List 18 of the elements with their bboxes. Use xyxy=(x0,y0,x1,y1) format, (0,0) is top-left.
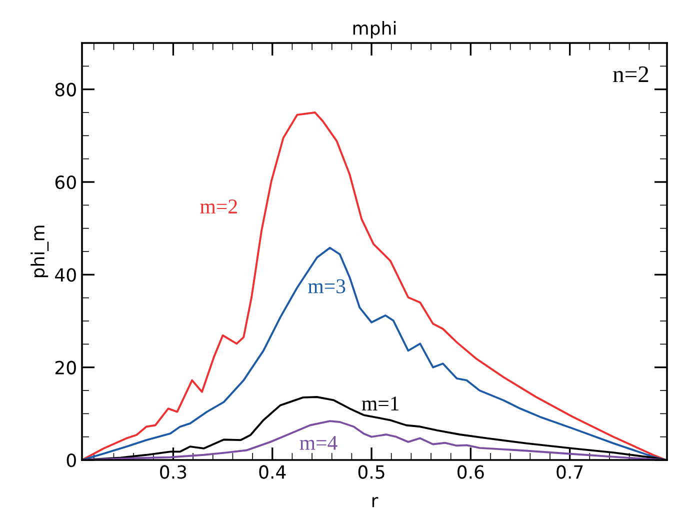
x-tick-label: 0.5 xyxy=(358,465,384,479)
y-tick-label: 0 xyxy=(66,453,76,468)
x-tick-label: 0.6 xyxy=(458,465,484,479)
series-label: m=3 xyxy=(308,279,346,294)
chart-title: mphi xyxy=(353,20,396,38)
y-tick-label: 80 xyxy=(55,82,76,96)
x-tick-label: 0.4 xyxy=(259,465,286,479)
series-label: m=2 xyxy=(200,200,237,214)
series-label: m=4 xyxy=(300,436,338,450)
y-tick-label: 60 xyxy=(55,175,76,190)
x-tick-label: 0.3 xyxy=(160,465,186,479)
y-tick-label: 20 xyxy=(55,360,76,374)
y-axis-title: phi_m xyxy=(30,226,49,278)
annotation: n=2 xyxy=(613,66,648,82)
y-tick-label: 40 xyxy=(55,268,76,282)
series-label: m=1 xyxy=(362,396,399,410)
x-tick-label: 0.7 xyxy=(556,465,583,479)
x-axis-title: r xyxy=(372,497,378,508)
